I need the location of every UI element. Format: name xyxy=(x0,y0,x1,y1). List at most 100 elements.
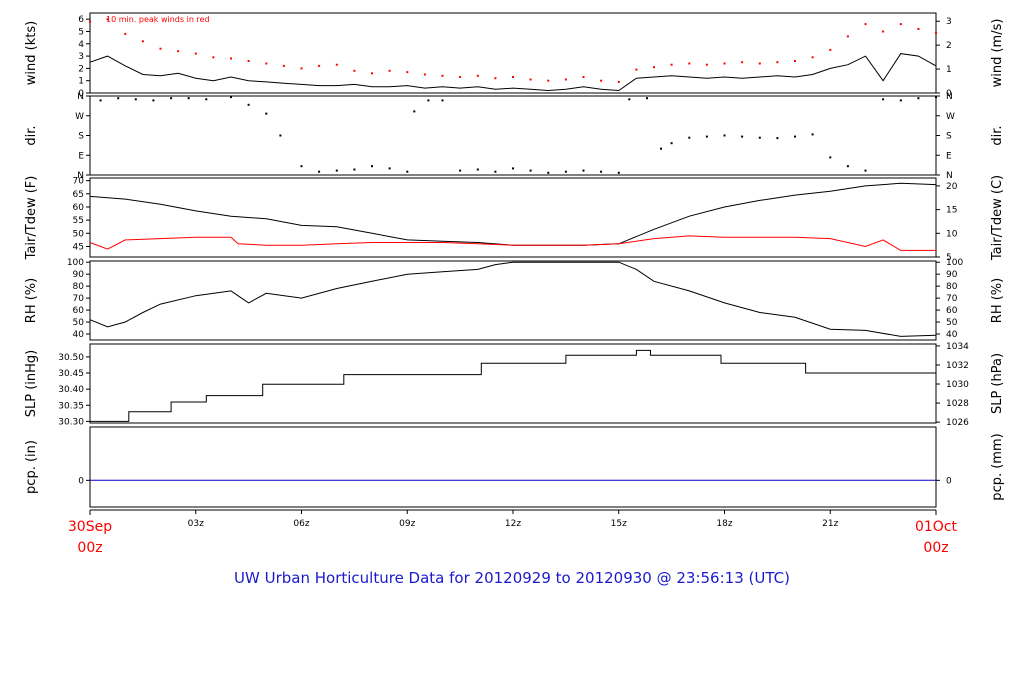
peak-winds-annotation: 10 min. peak winds in red xyxy=(106,15,210,24)
right-tick-label: S xyxy=(946,132,952,142)
data-point xyxy=(247,60,250,62)
left-tick-label: 40 xyxy=(73,330,85,340)
data-point xyxy=(512,76,514,78)
series-line xyxy=(89,53,937,92)
left-tick-label: 30.40 xyxy=(58,385,84,395)
data-point xyxy=(230,57,232,60)
data-point xyxy=(635,68,638,71)
data-point xyxy=(529,78,532,81)
right-tick-label: N xyxy=(946,92,953,102)
left-tick-label: 65 xyxy=(73,190,84,200)
start-date-label: 30Sep xyxy=(68,519,112,535)
left-tick-label: 60 xyxy=(73,203,85,213)
data-point xyxy=(547,171,550,174)
left-tick-label: S xyxy=(78,132,84,142)
right-axis-title: SLP (hPa) xyxy=(990,353,1005,414)
right-axis-title: pcp. (mm) xyxy=(990,433,1005,500)
data-point xyxy=(882,98,885,101)
data-point xyxy=(935,96,937,99)
data-point xyxy=(811,133,814,136)
panel-frame xyxy=(89,426,937,508)
data-point xyxy=(282,64,285,67)
time-axis: 03z 06z 09z 12z 15z 18z 21z 30Sep 00z 01Oct 00z xyxy=(68,509,958,556)
data-point xyxy=(406,170,409,173)
data-point xyxy=(794,135,796,138)
right-tick-label: 90 xyxy=(946,270,958,280)
right-tick-label: 15 xyxy=(946,206,957,216)
right-tick-label: 2 xyxy=(946,41,952,51)
data-point xyxy=(617,171,620,174)
series-rh xyxy=(89,261,937,337)
data-point xyxy=(265,62,268,65)
right-axis-title: dir. xyxy=(990,125,1005,145)
data-point xyxy=(741,61,744,64)
left-tick-label: 55 xyxy=(73,216,84,226)
data-point xyxy=(300,165,303,168)
data-point xyxy=(170,97,173,100)
data-point xyxy=(494,170,497,173)
left-tick-label: 90 xyxy=(73,270,85,280)
right-tick-label: E xyxy=(946,151,952,161)
right-tick-label: 80 xyxy=(946,282,958,292)
data-point xyxy=(247,103,250,106)
series-line xyxy=(89,235,936,251)
right-tick-label: 1034 xyxy=(946,342,969,352)
data-point xyxy=(459,169,462,172)
data-point xyxy=(335,169,338,172)
left-axis-title: Tair/Tdew (F) xyxy=(24,176,39,261)
right-axis-title: RH (%) xyxy=(990,278,1005,323)
data-point xyxy=(476,168,479,171)
data-point xyxy=(300,67,303,70)
data-point xyxy=(899,99,902,102)
data-point xyxy=(600,79,603,82)
data-point xyxy=(811,56,814,59)
data-point xyxy=(882,30,885,33)
data-point xyxy=(741,135,744,138)
data-point xyxy=(646,97,648,100)
footer-title: UW Urban Horticulture Data for 20120929 … xyxy=(234,569,790,587)
data-point xyxy=(413,110,416,113)
left-axis-title: dir. xyxy=(24,125,39,145)
data-point xyxy=(705,135,708,138)
data-point xyxy=(688,136,691,139)
hour-label: 09z xyxy=(399,519,415,529)
data-point xyxy=(89,20,91,23)
panel-temp: 45 50 55 60 65 70 5 10 15 20 Tair/Tdew (F) Tair/Tde… xyxy=(24,175,1005,263)
data-point xyxy=(371,165,373,168)
data-point xyxy=(423,73,426,76)
left-tick-label: 3 xyxy=(78,52,84,62)
left-tick-label: 6 xyxy=(78,15,84,25)
data-point xyxy=(794,60,796,62)
right-tick-label: 0 xyxy=(946,476,952,486)
left-tick-label: 70 xyxy=(73,294,85,304)
left-tick-label: W xyxy=(75,112,84,122)
data-point xyxy=(318,64,321,67)
data-point xyxy=(388,167,391,170)
right-tick-label: 20 xyxy=(946,182,958,192)
right-tick-label: 10 xyxy=(946,229,958,239)
right-tick-label: 3 xyxy=(946,17,952,27)
right-tick-label: 1 xyxy=(946,65,952,75)
data-point xyxy=(371,72,373,75)
left-tick-label: 5 xyxy=(78,27,84,37)
data-point xyxy=(212,56,215,59)
data-point xyxy=(512,167,514,170)
data-point xyxy=(617,80,620,83)
data-point xyxy=(758,136,761,139)
left-tick-label: N xyxy=(77,171,84,181)
left-axis-title: pcp. (in) xyxy=(24,440,39,494)
left-axis-title: wind (kts) xyxy=(24,21,39,85)
data-point xyxy=(353,69,356,72)
left-tick-label: 0 xyxy=(78,476,84,486)
data-point xyxy=(124,32,127,35)
right-axis-title: wind (m/s) xyxy=(990,19,1005,88)
left-axis-title: RH (%) xyxy=(24,278,39,323)
data-point xyxy=(141,40,144,43)
data-point xyxy=(917,28,920,30)
hour-label: 21z xyxy=(822,519,838,529)
right-tick-label: 0 xyxy=(946,89,952,99)
series-wind xyxy=(89,18,937,83)
data-point xyxy=(600,170,603,173)
